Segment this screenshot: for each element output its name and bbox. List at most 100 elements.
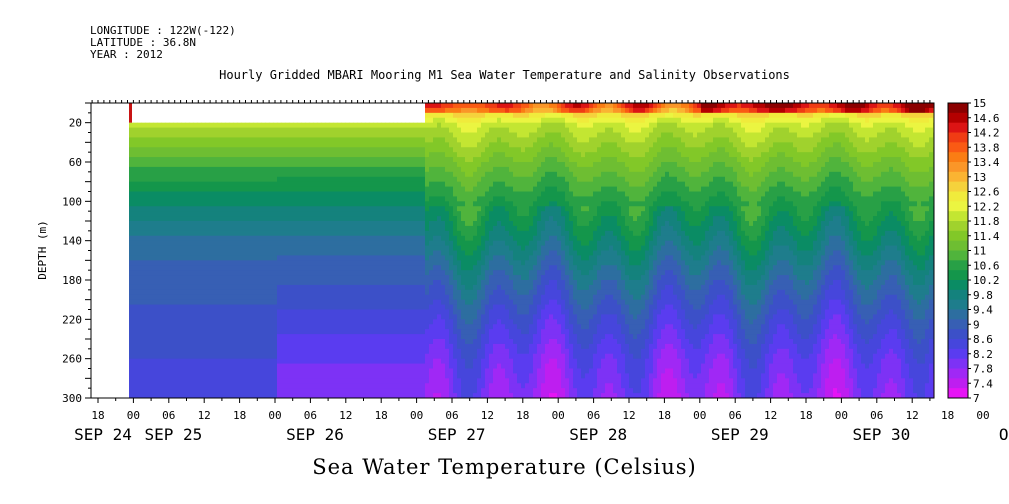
x-hour-tick-label: 06 (445, 409, 458, 422)
colorbar-swatch (948, 260, 968, 271)
colorbar-tick-label: 14.2 (973, 127, 1000, 140)
x-hour-tick-label: 00 (410, 409, 423, 422)
colorbar-swatch (948, 280, 968, 291)
colorbar-swatch (948, 103, 968, 114)
latitude-label: LATITUDE : 36.8N (90, 36, 196, 49)
colorbar-tick-label: 7.4 (973, 377, 993, 390)
colorbar-swatch (948, 388, 968, 399)
x-hour-tick-label: 00 (552, 409, 565, 422)
y-tick-label: 100 (62, 195, 82, 208)
y-axis: 20 60 100 140 180 220 260 300 (62, 102, 91, 405)
colorbar-swatch (948, 358, 968, 369)
colorbar-tick-label: 8.6 (973, 333, 993, 346)
x-hour-tick-label: 12 (906, 409, 919, 422)
x-hour-tick-label: 18 (941, 409, 954, 422)
x-hour-tick-label: 18 (233, 409, 246, 422)
x-hour-tick-label: 00 (835, 409, 848, 422)
colorbar-swatch (948, 240, 968, 251)
colorbar-swatch (948, 299, 968, 310)
colorbar-swatch (948, 112, 968, 124)
colorbar-tick-label: 10.2 (973, 274, 1000, 287)
colorbar-tick-label: 14.6 (973, 112, 1000, 125)
y-tick-label: 20 (69, 117, 82, 130)
year-label: YEAR : 2012 (90, 48, 163, 61)
x-hour-tick-label: 00 (268, 409, 281, 422)
colorbar-tick-label: 11 (973, 245, 986, 258)
colorbar-swatch (948, 378, 968, 389)
x-hour-tick-label: 06 (729, 409, 742, 422)
x-hour-tick-label: 18 (658, 409, 671, 422)
colorbar-swatch (948, 348, 968, 360)
colorbar-tick-label: 7 (973, 392, 980, 405)
colorbar-swatch (948, 132, 968, 143)
colorbar-swatch (948, 211, 968, 222)
x-day-label: SEP 27 (428, 425, 486, 444)
colorbar-tick-label: 10.6 (973, 259, 1000, 272)
y-axis-label: DEPTH (m) (36, 220, 49, 280)
colorbar-swatch (948, 309, 968, 320)
x-day-label: OCT 1 (999, 425, 1009, 444)
x-hour-tick-label: 12 (622, 409, 635, 422)
y-tick-label: 60 (69, 156, 82, 169)
colorbar-swatch (948, 162, 968, 173)
x-hour-tick-label: 06 (587, 409, 600, 422)
chart-title: Hourly Gridded MBARI Mooring M1 Sea Wate… (219, 68, 790, 82)
x-hour-tick-label: 12 (198, 409, 211, 422)
x-day-label: SEP 28 (569, 425, 627, 444)
colorbar-swatch (948, 319, 968, 330)
colorbar-tick-label: 13 (973, 171, 986, 184)
colorbar-swatch (948, 339, 968, 350)
colorbar-tick-label: 15 (973, 97, 986, 110)
x-hour-tick-label: 12 (339, 409, 352, 422)
chart-footer-label: Sea Water Temperature (Celsius) (312, 455, 697, 479)
colorbar-tick-label: 9.8 (973, 289, 993, 302)
colorbar-tick-label: 9.4 (973, 304, 993, 317)
colorbar-tick-label: 12.6 (973, 186, 1000, 199)
x-hour-tick-label: 18 (799, 409, 812, 422)
x-day-label: SEP 24 (74, 425, 132, 444)
colorbar-tick-label: 13.8 (973, 141, 1000, 154)
colorbar-swatch (948, 250, 968, 261)
colorbar-swatch (948, 230, 968, 242)
y-tick-label: 220 (62, 313, 82, 326)
x-hour-tick-label: 06 (162, 409, 175, 422)
x-hour-tick-label: 00 (976, 409, 989, 422)
plot-area (91, 103, 934, 398)
colorbar-swatch (948, 329, 968, 340)
colorbar-swatch (948, 289, 968, 301)
colorbar: 1514.614.213.813.41312.612.211.811.41110… (947, 97, 1000, 405)
colorbar-swatch (948, 171, 968, 183)
y-tick-label: 140 (62, 235, 82, 248)
colorbar-swatch (948, 122, 968, 133)
colorbar-swatch (948, 181, 968, 192)
colorbar-tick-label: 9 (973, 318, 980, 331)
colorbar-swatch (948, 221, 968, 232)
x-hour-tick-label: 06 (870, 409, 883, 422)
x-hour-tick-label: 18 (91, 409, 104, 422)
x-hour-tick-label: 12 (481, 409, 494, 422)
x-hour-tick-label: 12 (764, 409, 777, 422)
colorbar-swatch (948, 201, 968, 212)
colorbar-swatch (948, 142, 968, 153)
colorbar-swatch (948, 191, 968, 202)
x-hour-tick-label: 18 (516, 409, 529, 422)
colorbar-tick-label: 12.2 (973, 200, 1000, 213)
colorbar-tick-label: 8.2 (973, 348, 993, 361)
x-hour-tick-label: 18 (375, 409, 388, 422)
longitude-label: LONGITUDE : 122W(-122) (90, 24, 236, 37)
colorbar-swatch (948, 152, 968, 163)
colorbar-tick-label: 11.8 (973, 215, 1000, 228)
x-hour-tick-label: 06 (304, 409, 317, 422)
x-hour-tick-label: 00 (127, 409, 140, 422)
y-tick-label: 300 (62, 392, 82, 405)
colorbar-tick-label: 13.4 (973, 156, 1000, 169)
x-day-label: SEP 26 (286, 425, 344, 444)
colorbar-tick-label: 7.8 (973, 363, 993, 376)
y-tick-label: 180 (62, 274, 82, 287)
x-day-label: SEP 29 (711, 425, 769, 444)
y-tick-label: 260 (62, 353, 82, 366)
colorbar-swatch (948, 368, 968, 379)
colorbar-swatch (948, 270, 968, 281)
x-day-label: SEP 25 (145, 425, 203, 444)
